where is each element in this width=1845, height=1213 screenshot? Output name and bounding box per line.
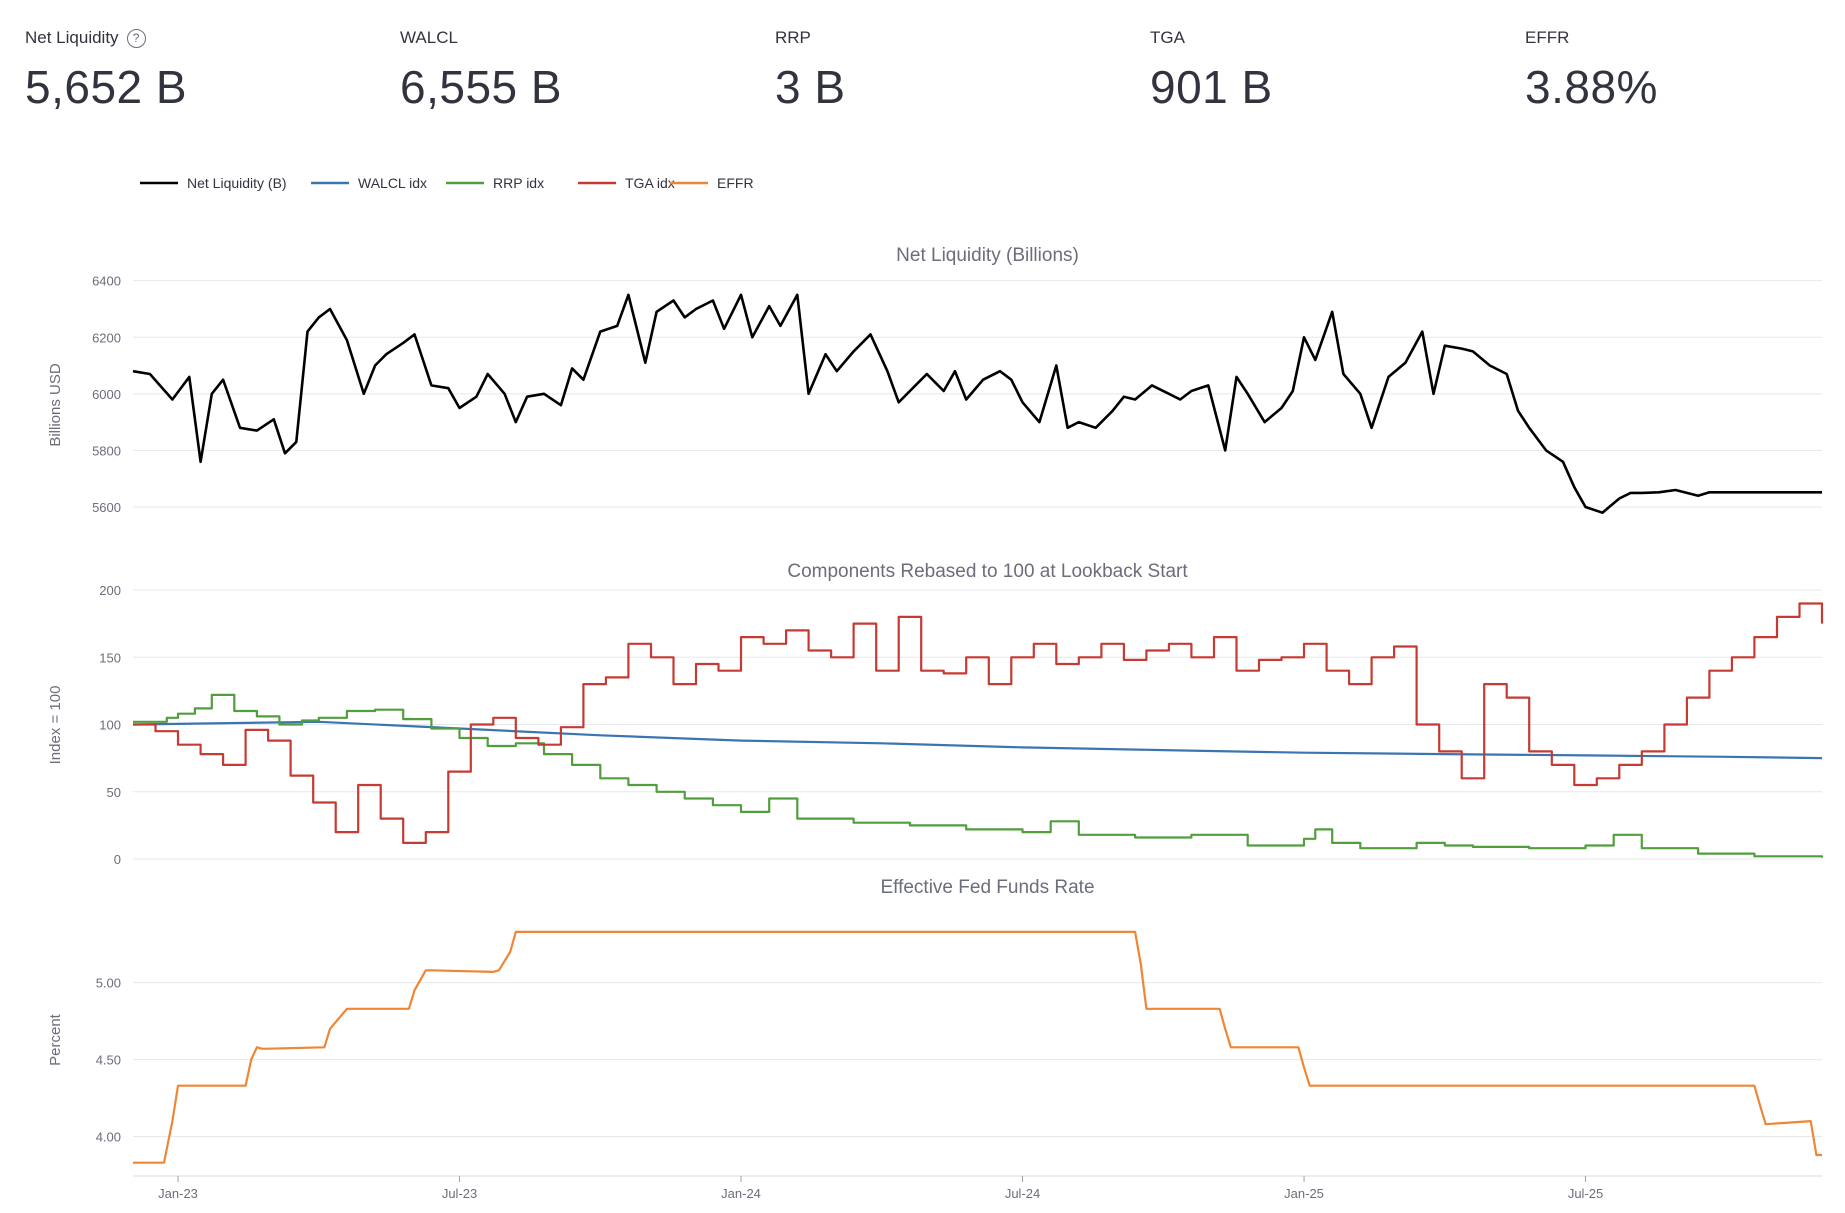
metric-value-net-liquidity: 5,652 B [25, 61, 188, 113]
legend-label: Net Liquidity (B) [187, 175, 287, 191]
y-tick-label: 50 [107, 785, 121, 800]
y-tick-label: 4.00 [96, 1130, 121, 1145]
metric-walcl: WALCL 6,555 B [400, 26, 562, 114]
series-line-net-liquidity-b-[interactable] [132, 293, 1822, 515]
x-tick-label: Jul-23 [442, 1186, 477, 1201]
y-tick-label: 4.50 [96, 1053, 121, 1068]
metric-rrp: RRP 3 B [775, 26, 846, 114]
metric-label-rrp: RRP [775, 28, 811, 47]
series-line-walcl-idx[interactable] [132, 720, 1823, 760]
legend: Net Liquidity (B) WALCL idx RRP idx TGA idx… [140, 175, 754, 191]
metric-label-net-liquidity: Net Liquidity ? [25, 26, 187, 50]
y-axis-label: Index = 100 [47, 686, 64, 765]
x-tick-label: Jan-24 [721, 1186, 761, 1201]
y-tick-label: 5600 [92, 500, 121, 515]
panel-0: 5600 5800 6000 6200 6400 Net Liquidity (Billi… [47, 245, 1822, 515]
y-axis-label: Percent [47, 1013, 64, 1066]
x-tick-label: Jul-25 [1568, 1186, 1603, 1201]
y-tick-label: 6000 [92, 387, 121, 402]
x-tick-label: Jan-23 [158, 1186, 198, 1201]
metric-tga: TGA 901 B [1150, 26, 1273, 114]
x-tick-label: Jul-24 [1005, 1186, 1040, 1201]
y-tick-label: 100 [99, 718, 121, 733]
metric-label-text: Net Liquidity [25, 28, 119, 47]
legend-label: EFFR [717, 175, 754, 191]
metric-net-liquidity: Net Liquidity ? 5,652 B [25, 26, 187, 114]
metric-value-rrp: 3 B [775, 61, 846, 113]
metric-effr: EFFR 3.88% [1525, 26, 1658, 114]
legend-item-2[interactable]: RRP idx [446, 175, 544, 191]
panel-2: 4.00 4.50 5.00 Effective Fed Funds Rate Perc… [47, 877, 1822, 1164]
metric-value-effr: 3.88% [1525, 61, 1658, 113]
legend-item-4[interactable]: EFFR [670, 175, 754, 191]
legend-label: RRP idx [493, 175, 544, 191]
legend-item-1[interactable]: WALCL idx [311, 175, 427, 191]
help-icon[interactable]: ? [126, 28, 146, 48]
series-line-rrp-idx[interactable] [133, 693, 1824, 858]
x-tick-label: Jan-25 [1284, 1186, 1324, 1201]
y-tick-label: 6400 [92, 274, 121, 289]
metric-value-walcl: 6,555 B [400, 61, 563, 113]
series-line-tga-idx[interactable] [133, 602, 1824, 845]
legend-item-3[interactable]: TGA idx [578, 175, 675, 191]
panel-title: Components Rebased to 100 at Lookback St… [787, 561, 1188, 582]
panel-title: Net Liquidity (Billions) [896, 245, 1079, 266]
panel-1: 0 50 100 150 200 Components Rebased to 100 at… [47, 561, 1824, 867]
y-tick-label: 200 [99, 583, 121, 598]
legend-label: TGA idx [625, 175, 675, 191]
y-tick-label: 6200 [92, 330, 121, 345]
metric-label-walcl: WALCL [400, 28, 458, 47]
y-tick-label: 0 [114, 852, 121, 867]
y-tick-label: 150 [99, 650, 121, 665]
y-tick-label: 5800 [92, 443, 121, 458]
chart-panels: 5600 5800 6000 6200 6400 Net Liquidity (Billi… [47, 245, 1824, 1164]
legend-item-0[interactable]: Net Liquidity (B) [140, 175, 287, 191]
series-line-effr[interactable] [133, 930, 1822, 1164]
y-tick-label: 5.00 [96, 976, 121, 991]
metric-value-tga: 901 B [1150, 61, 1273, 113]
panel-title: Effective Fed Funds Rate [880, 877, 1094, 898]
legend-label: WALCL idx [358, 175, 427, 191]
metric-label-effr: EFFR [1525, 28, 1570, 47]
x-axis: Jan-23 Jul-23 Jan-24 Jul-24 Jan-25 Jul-25 [133, 1175, 1822, 1201]
y-axis-label: Billions USD [47, 363, 64, 447]
metric-label-tga: TGA [1150, 28, 1185, 47]
